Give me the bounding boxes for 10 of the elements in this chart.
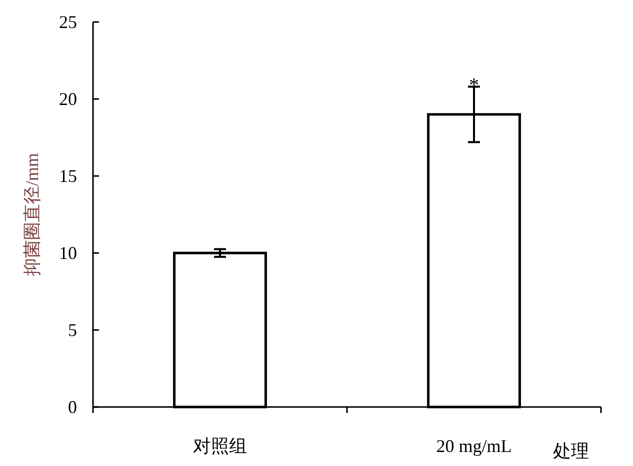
y-tick-label: 10 [59, 243, 77, 263]
y-tick-label: 25 [59, 12, 77, 32]
x-tick-label: 20 mg/mL [436, 436, 512, 456]
y-tick-label: 0 [68, 397, 77, 417]
y-tick-label: 5 [68, 320, 77, 340]
y-tick-label: 15 [59, 166, 77, 186]
x-axis-title: 处理 [553, 441, 589, 461]
x-tick-label: 对照组 [193, 436, 247, 456]
y-tick-label: 20 [59, 89, 77, 109]
y-axis-title: 抑菌圈直径/mm [22, 152, 42, 276]
